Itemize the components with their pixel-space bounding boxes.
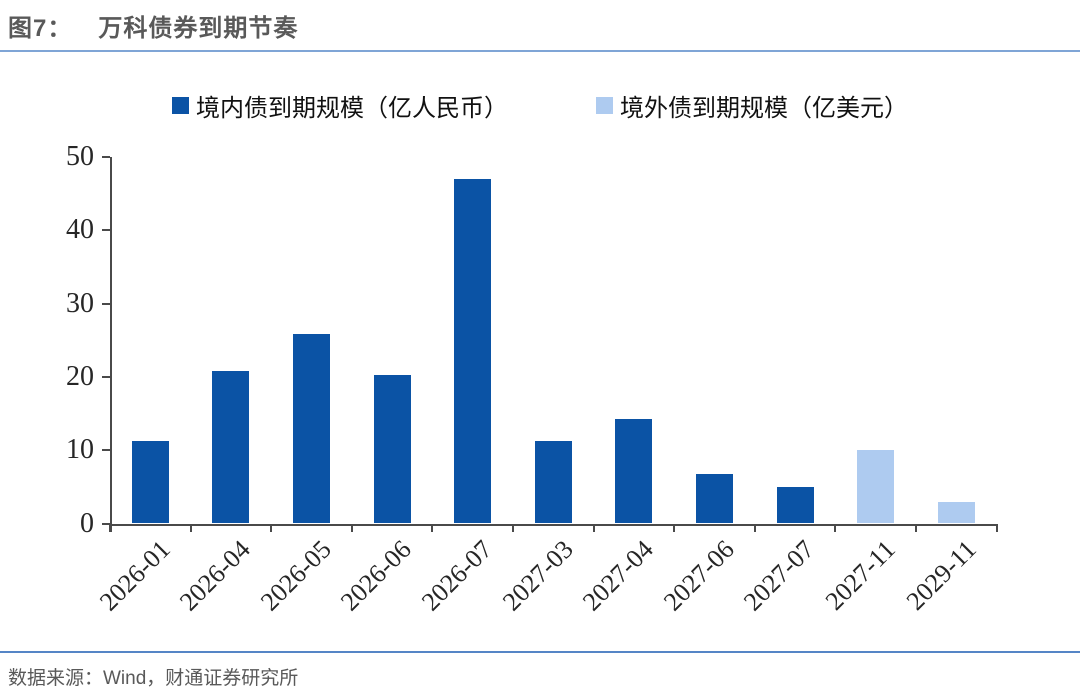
y-axis-line xyxy=(110,157,112,532)
bar xyxy=(937,501,975,524)
x-axis-tick-label: 2026-07 xyxy=(416,534,498,616)
x-tickmark xyxy=(592,523,595,532)
x-tickmark xyxy=(915,523,917,532)
legend-swatch-domestic xyxy=(172,97,189,114)
y-tickmark xyxy=(102,375,110,378)
legend-item-domestic: 境内债到期规模（亿人民币） xyxy=(172,88,508,123)
y-axis-tick-label: 20 xyxy=(66,360,94,392)
legend-swatch-offshore xyxy=(596,97,613,114)
y-tickmark xyxy=(102,449,110,452)
y-tickmark xyxy=(102,156,110,158)
x-tickmark xyxy=(270,523,273,532)
x-tickmark xyxy=(109,523,111,532)
x-axis-tick-label: 2026-05 xyxy=(254,534,337,616)
y-axis-tick-label: 40 xyxy=(66,214,94,246)
x-tickmark xyxy=(189,523,192,532)
x-axis-tick-label: 2029-11 xyxy=(900,534,982,616)
figure-title-text: 万科债券到期节奏 xyxy=(98,15,299,42)
y-axis-tick-label: 0 xyxy=(80,507,94,539)
x-tickmark xyxy=(350,523,353,532)
y-tickmark xyxy=(102,229,110,232)
x-axis-tick-label: 2027-11 xyxy=(819,534,901,616)
legend-label-domestic: 境内债到期规模（亿人民币） xyxy=(196,96,508,122)
figure-number: 图7： xyxy=(8,15,73,42)
y-axis-tick-label: 50 xyxy=(66,141,94,172)
x-tickmark xyxy=(431,523,434,532)
bar xyxy=(534,441,572,524)
x-axis-tick-label: 2027-07 xyxy=(738,534,821,616)
x-axis-tick-label: 2027-06 xyxy=(657,534,740,616)
x-axis-line xyxy=(110,523,997,526)
x-axis-tick-label: 2026-04 xyxy=(174,534,256,616)
title-divider xyxy=(0,50,1080,52)
bar xyxy=(131,441,169,524)
y-tickmark xyxy=(102,302,110,305)
chart-legend: 境内债到期规模（亿人民币） 境外债到期规模（亿美元） xyxy=(0,88,1080,123)
x-tickmark xyxy=(753,523,756,532)
bar xyxy=(857,450,895,524)
bar xyxy=(212,371,250,524)
legend-label-offshore: 境外债到期规模（亿美元） xyxy=(620,96,908,122)
bar xyxy=(776,486,814,524)
bar xyxy=(373,374,411,524)
y-axis-tick-label: 30 xyxy=(66,287,94,319)
x-tickmark xyxy=(673,523,676,532)
bar xyxy=(293,333,330,524)
x-axis-tick-label: 2026-01 xyxy=(93,534,176,616)
footer-divider xyxy=(0,651,1080,653)
bar xyxy=(454,178,492,524)
bar xyxy=(696,474,733,524)
legend-item-offshore: 境外债到期规模（亿美元） xyxy=(596,88,908,123)
data-source-note: 数据来源：Wind，财通证券研究所 xyxy=(8,668,299,689)
y-axis-tick-label: 10 xyxy=(66,434,94,466)
x-tickmark xyxy=(512,523,514,532)
y-tickmark xyxy=(102,522,110,525)
x-tickmark xyxy=(834,523,837,532)
x-tickmark xyxy=(995,523,998,532)
x-axis-tick-label: 2027-03 xyxy=(496,534,579,616)
x-axis-tick-label: 2026-06 xyxy=(335,534,418,616)
figure-title: 图7： 万科债券到期节奏 xyxy=(8,8,298,43)
x-axis-tick-label: 2027-04 xyxy=(577,534,659,616)
bar xyxy=(615,419,653,524)
